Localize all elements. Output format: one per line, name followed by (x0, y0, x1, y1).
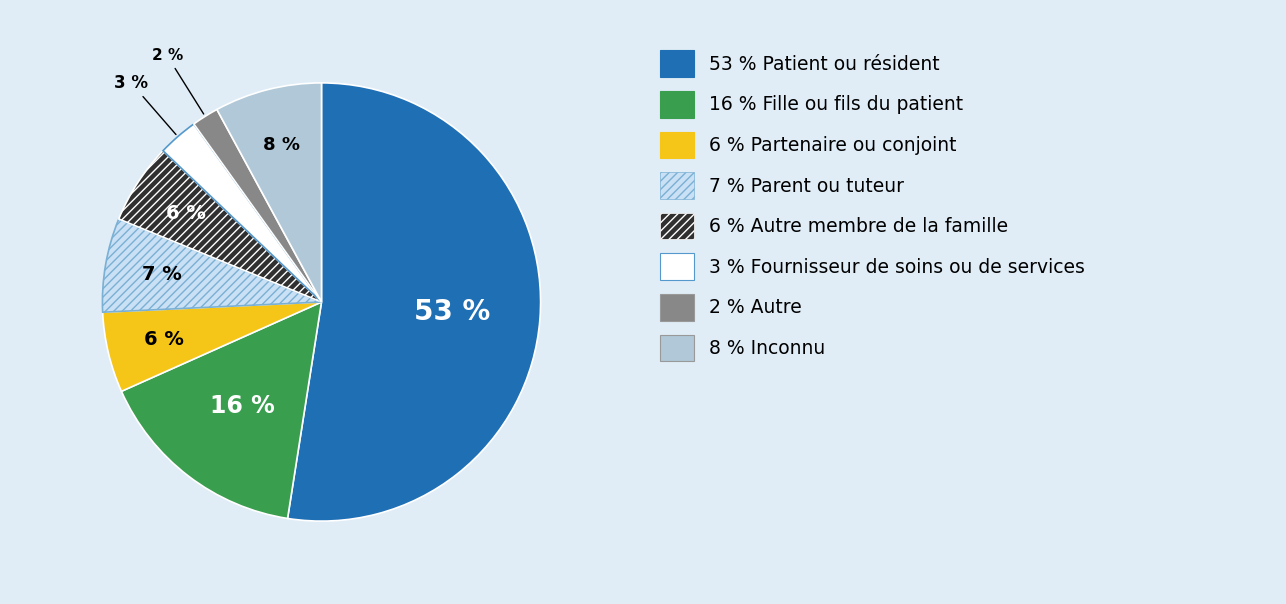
Wedge shape (163, 124, 322, 302)
Text: 8 %: 8 % (264, 136, 300, 154)
Text: 53 %: 53 % (414, 298, 490, 326)
Text: 6 %: 6 % (166, 204, 206, 223)
Wedge shape (217, 83, 322, 302)
Wedge shape (288, 83, 540, 521)
Text: 6 %: 6 % (144, 330, 184, 349)
Wedge shape (121, 302, 322, 518)
Text: 16 %: 16 % (210, 394, 274, 418)
Wedge shape (103, 302, 322, 391)
Wedge shape (118, 151, 322, 302)
Text: 3 %: 3 % (114, 74, 176, 135)
Text: 7 %: 7 % (141, 265, 181, 284)
Legend: 53 % Patient ou résident, 16 % Fille ou fils du patient, 6 % Partenaire ou conjo: 53 % Patient ou résident, 16 % Fille ou … (660, 51, 1084, 361)
Text: 2 %: 2 % (152, 48, 203, 114)
Wedge shape (103, 219, 322, 312)
Wedge shape (194, 109, 322, 302)
